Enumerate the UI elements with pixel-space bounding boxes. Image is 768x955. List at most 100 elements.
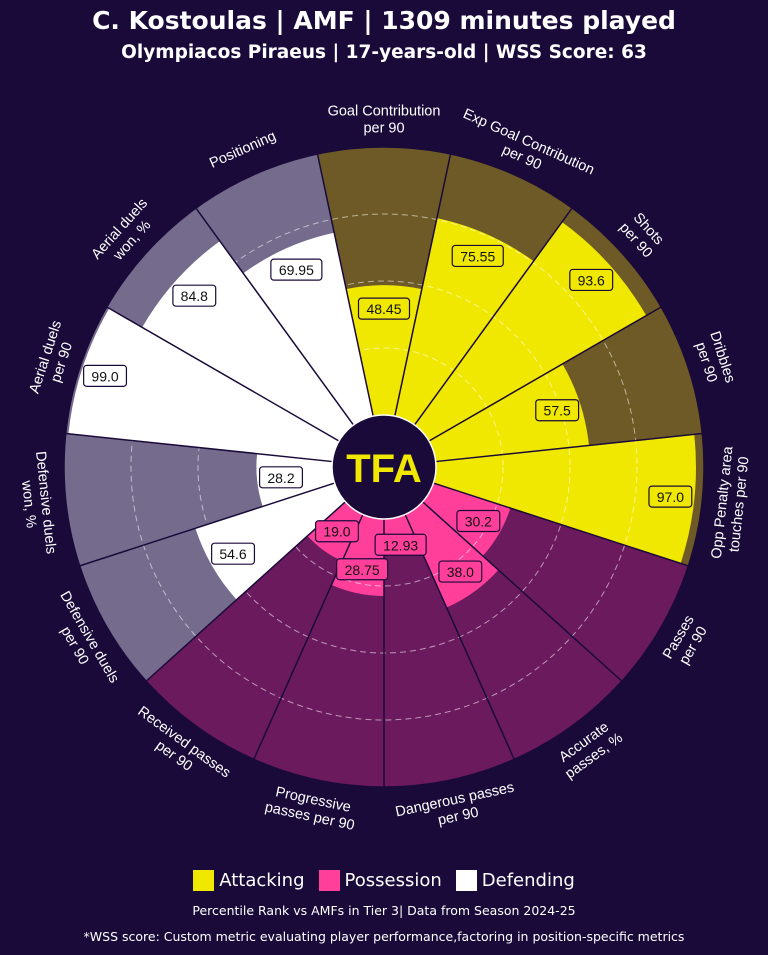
chart-subtitle: Olympiacos Piraeus | 17-years-old | WSS … [121,42,647,63]
legend-label: Attacking [219,870,305,891]
slice-value-bar [195,483,346,600]
value-label: 57.5 [535,399,580,422]
slice-divider [145,501,346,682]
logo-text: TFA [346,447,422,491]
value-label-text: 48.45 [366,301,401,317]
legend-item-attacking: Attacking [193,870,305,891]
legend-swatch-defending [455,870,477,891]
slice-value-bar [433,434,696,564]
value-label: 12.93 [374,533,427,556]
slice-divider [253,514,364,760]
value-label-box [172,284,217,307]
value-label: 84.8 [172,284,217,307]
slice-dividers [65,153,703,787]
slice-background [384,514,515,787]
axis-label: Positioning [207,128,278,171]
footnote-wss: *WSS score: Custom metric evaluating pla… [83,929,685,944]
value-label-text: 19.0 [323,524,350,540]
slice-divider [195,207,355,426]
axis-label-line: Positioning [207,128,278,171]
value-label-box [83,364,128,387]
slice-divider [435,432,703,463]
footnote-percentile: Percentile Rank vs AMFs in Tier 3| Data … [192,903,576,918]
legend-item-possession: Possession [318,870,442,891]
value-label-box [569,268,614,292]
slice-divider [79,482,335,567]
slice-divider [428,306,662,442]
center-logo: TFA [331,414,437,520]
value-label: 93.6 [569,268,614,292]
value-label-text: 97.0 [657,489,684,505]
value-label-box [336,558,389,581]
slice-divider [65,432,333,463]
slice-divider [394,153,452,417]
value-label-text: 84.8 [181,288,208,304]
value-label-text: 38.0 [447,564,474,580]
slice-value-bar [243,232,374,425]
value-labels: 48.45 75.55 93.6 57.5 97.0 30.2 38.0 12.9328.75… [83,244,693,583]
legend-swatch-possession [318,870,340,891]
value-label: 75.55 [451,244,504,268]
legend-swatch-attacking [193,870,215,891]
axis-label-line: Goal Contribution [328,104,441,120]
legend-item-defending: Defending [455,870,575,891]
slice-value-bar [68,308,339,462]
value-label-box [357,297,411,320]
slice-divider [422,501,623,682]
value-label-text: 93.6 [578,272,605,288]
value-label-box [535,399,580,422]
value-label-text: 54.6 [219,546,246,562]
value-label-box [648,485,693,508]
slice-value-bar [394,218,534,425]
value-label-box [270,258,323,281]
slice-value-bar [429,363,589,462]
value-label-box [314,520,359,543]
chart-title: C. Kostoulas | AMF | 1309 minutes played [92,6,676,35]
value-label-box [456,509,501,533]
value-label: 97.0 [648,485,693,508]
value-label: 48.45 [357,297,411,320]
value-label-box [211,542,256,565]
value-label: 28.75 [336,558,389,581]
value-label-box [451,244,504,268]
legend-label: Possession [344,870,442,891]
value-label-text: 75.55 [460,248,495,264]
slice-divider [106,306,340,442]
value-label-text: 12.93 [383,537,418,553]
slice-background [317,146,451,417]
slice-divider [316,153,374,417]
value-label: 28.2 [258,466,303,489]
value-label-text: 99.0 [91,368,118,384]
grid-ring [130,213,638,721]
value-label-text: 28.2 [267,470,294,486]
axis-label-line: won, % [18,479,39,529]
slice-divider [433,482,689,567]
legend-label: Defending [481,870,575,891]
slice-background [146,501,363,760]
slice-divider [413,207,573,426]
axis-label-line: per 90 [363,121,404,137]
value-label-text: 30.2 [465,513,492,529]
legend: Attacking Possession Defending [0,870,768,891]
value-label-box [258,466,303,489]
value-label-box [374,533,427,556]
logo-circle [331,414,437,520]
value-label-box [438,560,483,583]
value-label: 54.6 [211,542,256,565]
value-label: 30.2 [456,509,501,533]
value-label: 19.0 [314,520,359,543]
value-label: 38.0 [438,560,483,583]
value-label: 69.95 [270,258,323,281]
value-label-text: 28.75 [345,562,380,578]
value-label-text: 69.95 [279,262,314,278]
